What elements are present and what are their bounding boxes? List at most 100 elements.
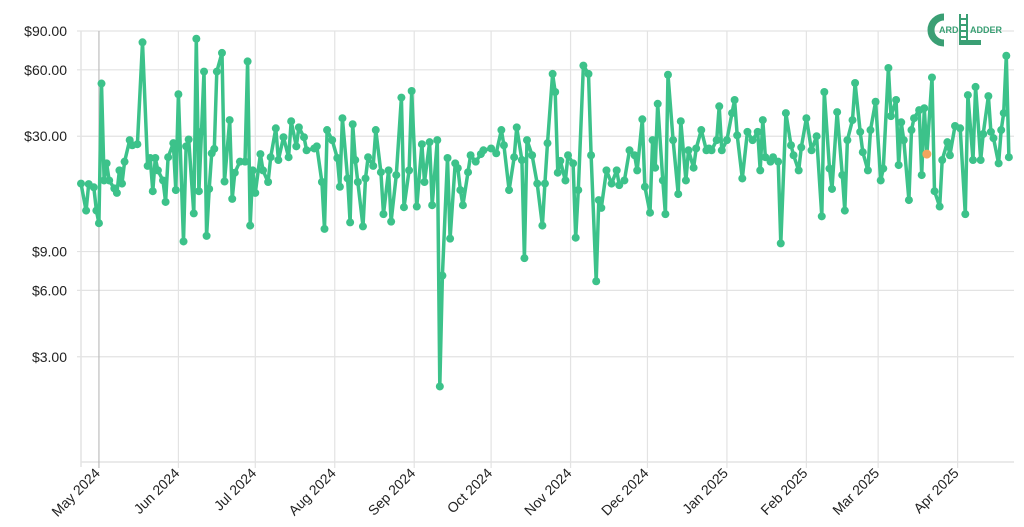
data-point[interactable] (615, 181, 624, 190)
data-point[interactable] (707, 146, 716, 155)
data-point[interactable] (194, 187, 203, 196)
data-point[interactable] (884, 63, 893, 72)
data-point[interactable] (999, 109, 1008, 118)
data-point[interactable] (376, 168, 385, 177)
data-point[interactable] (453, 164, 462, 173)
data-point[interactable] (97, 79, 106, 88)
data-point[interactable] (159, 176, 168, 185)
data-point[interactable] (302, 146, 311, 155)
data-point[interactable] (584, 69, 593, 78)
data-point[interactable] (225, 116, 234, 125)
data-point[interactable] (471, 157, 480, 166)
data-point[interactable] (212, 67, 221, 76)
data-point[interactable] (802, 114, 811, 123)
data-point[interactable] (640, 182, 649, 191)
data-point[interactable] (271, 124, 280, 133)
data-point[interactable] (543, 139, 552, 148)
data-point[interactable] (838, 171, 847, 180)
data-point[interactable] (730, 95, 739, 104)
data-point[interactable] (346, 218, 355, 227)
data-point[interactable] (412, 202, 421, 211)
data-point[interactable] (851, 78, 860, 87)
data-point[interactable] (243, 57, 252, 66)
data-point[interactable] (886, 112, 895, 121)
data-point[interactable] (722, 136, 731, 145)
data-point[interactable] (540, 179, 549, 188)
data-point[interactable] (663, 70, 672, 79)
data-point[interactable] (840, 206, 849, 215)
data-point[interactable] (153, 166, 162, 175)
data-point[interactable] (797, 143, 806, 152)
data-point[interactable] (369, 161, 378, 170)
data-point[interactable] (648, 136, 657, 145)
data-point[interactable] (856, 127, 865, 136)
data-point[interactable] (294, 123, 303, 132)
data-point[interactable] (118, 179, 127, 188)
data-point[interactable] (717, 146, 726, 155)
data-point[interactable] (1002, 51, 1011, 60)
data-point[interactable] (812, 132, 821, 141)
data-point[interactable] (963, 91, 972, 100)
data-point[interactable] (1004, 153, 1013, 162)
data-point[interactable] (843, 136, 852, 145)
data-point[interactable] (781, 109, 790, 118)
data-point[interactable] (361, 174, 370, 183)
data-point[interactable] (571, 233, 580, 242)
data-point[interactable] (428, 201, 437, 210)
data-point[interactable] (997, 126, 1006, 135)
data-point[interactable] (105, 176, 114, 185)
data-point[interactable] (587, 151, 596, 160)
data-point[interactable] (417, 140, 426, 149)
data-point[interactable] (279, 133, 288, 142)
data-point[interactable] (638, 115, 647, 124)
data-point[interactable] (407, 87, 416, 96)
data-point[interactable] (115, 166, 124, 175)
data-point[interactable] (274, 156, 283, 165)
data-point[interactable] (692, 144, 701, 153)
data-point[interactable] (202, 231, 211, 240)
highlighted-data-point[interactable] (922, 149, 932, 159)
data-point[interactable] (807, 146, 816, 155)
data-point[interactable] (592, 277, 601, 286)
data-point[interactable] (681, 176, 690, 185)
data-point[interactable] (384, 166, 393, 175)
data-point[interactable] (920, 104, 929, 113)
data-point[interactable] (658, 176, 667, 185)
data-point[interactable] (876, 176, 885, 185)
data-point[interactable] (510, 153, 519, 162)
data-point[interactable] (405, 166, 414, 175)
data-point[interactable] (169, 139, 178, 148)
data-point[interactable] (820, 88, 829, 97)
data-point[interactable] (179, 237, 188, 246)
data-point[interactable] (435, 382, 444, 391)
data-point[interactable] (512, 123, 521, 132)
data-point[interactable] (738, 174, 747, 183)
data-point[interactable] (348, 120, 357, 129)
data-point[interactable] (151, 154, 160, 163)
data-point[interactable] (579, 61, 588, 70)
data-point[interactable] (794, 166, 803, 175)
data-point[interactable] (256, 150, 265, 159)
data-point[interactable] (594, 196, 603, 205)
data-point[interactable] (174, 90, 183, 99)
data-point[interactable] (446, 234, 455, 243)
data-point[interactable] (335, 182, 344, 191)
data-point[interactable] (102, 159, 111, 168)
data-point[interactable] (112, 188, 121, 197)
data-point[interactable] (284, 153, 293, 162)
data-point[interactable] (863, 166, 872, 175)
data-point[interactable] (556, 156, 565, 165)
data-point[interactable] (312, 142, 321, 151)
data-point[interactable] (961, 210, 970, 219)
data-point[interactable] (264, 178, 273, 187)
data-point[interactable] (968, 156, 977, 165)
data-point[interactable] (984, 92, 993, 101)
data-point[interactable] (466, 151, 475, 160)
data-point[interactable] (353, 178, 362, 187)
data-point[interactable] (433, 136, 442, 145)
data-point[interactable] (133, 140, 142, 149)
data-point[interactable] (251, 188, 260, 197)
data-point[interactable] (607, 179, 616, 188)
data-point[interactable] (943, 138, 952, 147)
data-point[interactable] (976, 156, 985, 165)
